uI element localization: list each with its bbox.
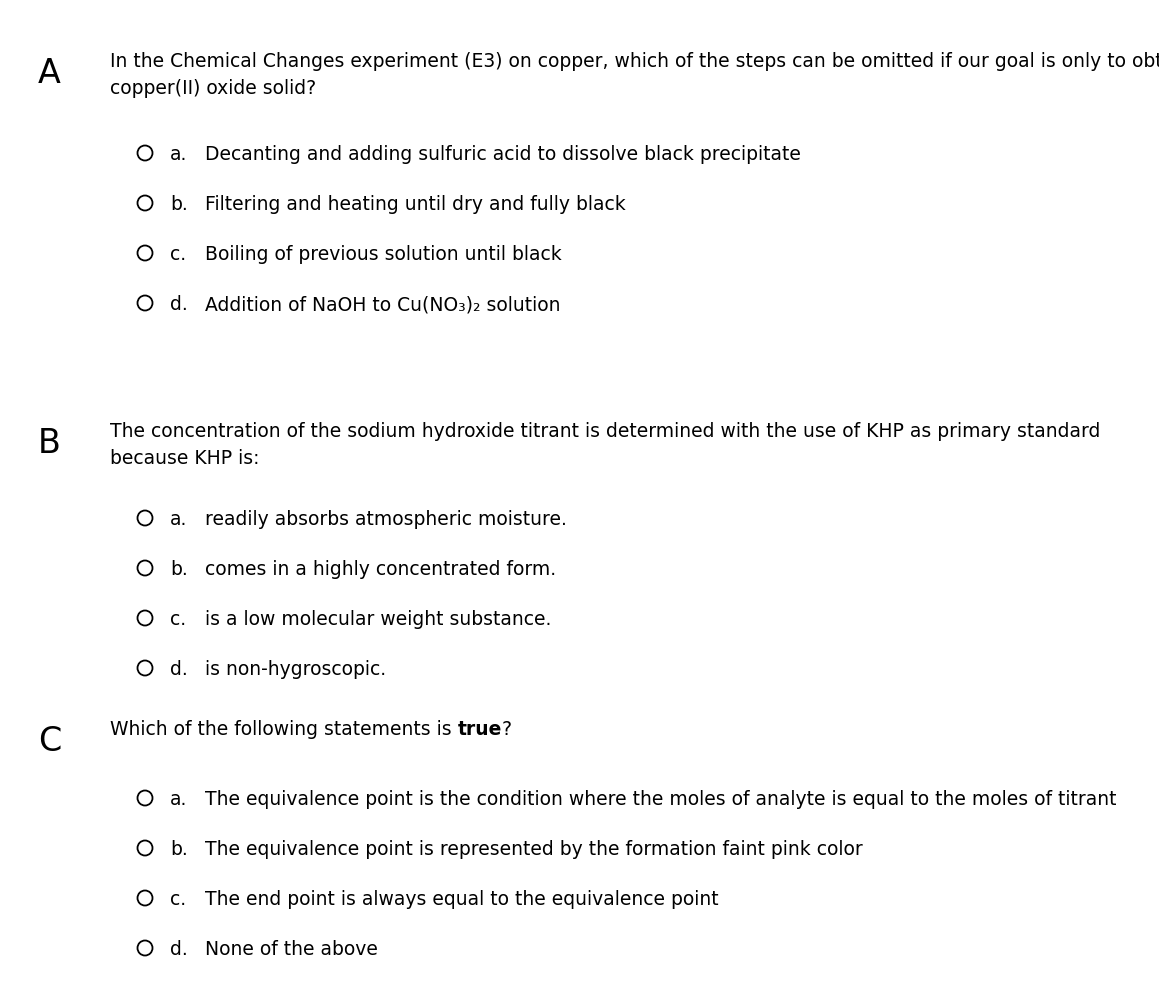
Text: d.: d. (170, 940, 188, 959)
Text: c.: c. (170, 245, 187, 264)
Text: b.: b. (170, 840, 188, 859)
Text: c.: c. (170, 610, 187, 629)
Text: is a low molecular weight substance.: is a low molecular weight substance. (205, 610, 552, 629)
Text: d.: d. (170, 660, 188, 679)
Text: true: true (458, 720, 502, 739)
Text: is non-hygroscopic.: is non-hygroscopic. (205, 660, 386, 679)
Text: The end point is always equal to the equivalence point: The end point is always equal to the equ… (205, 890, 719, 909)
Text: readily absorbs atmospheric moisture.: readily absorbs atmospheric moisture. (205, 510, 567, 529)
Text: b.: b. (170, 195, 188, 214)
Text: The equivalence point is the condition where the moles of analyte is equal to th: The equivalence point is the condition w… (205, 790, 1116, 809)
Text: None of the above: None of the above (205, 940, 378, 959)
Text: a.: a. (170, 145, 188, 164)
Text: c.: c. (170, 890, 187, 909)
Text: Addition of NaOH to Cu(NO₃)₂ solution: Addition of NaOH to Cu(NO₃)₂ solution (205, 295, 561, 314)
Text: Which of the following statements is: Which of the following statements is (110, 720, 458, 739)
Text: b.: b. (170, 560, 188, 579)
Text: a.: a. (170, 790, 188, 809)
Text: Filtering and heating until dry and fully black: Filtering and heating until dry and full… (205, 195, 626, 214)
Text: The equivalence point is represented by the formation faint pink color: The equivalence point is represented by … (205, 840, 862, 859)
Text: Decanting and adding sulfuric acid to dissolve black precipitate: Decanting and adding sulfuric acid to di… (205, 145, 801, 164)
Text: a.: a. (170, 510, 188, 529)
Text: d.: d. (170, 295, 188, 314)
Text: A: A (38, 57, 61, 90)
Text: comes in a highly concentrated form.: comes in a highly concentrated form. (205, 560, 556, 579)
Text: ?: ? (502, 720, 512, 739)
Text: B: B (38, 427, 61, 460)
Text: C: C (38, 725, 61, 758)
Text: In the Chemical Changes experiment (E3) on copper, which of the steps can be omi: In the Chemical Changes experiment (E3) … (110, 52, 1159, 97)
Text: Boiling of previous solution until black: Boiling of previous solution until black (205, 245, 562, 264)
Text: The concentration of the sodium hydroxide titrant is determined with the use of : The concentration of the sodium hydroxid… (110, 422, 1100, 467)
